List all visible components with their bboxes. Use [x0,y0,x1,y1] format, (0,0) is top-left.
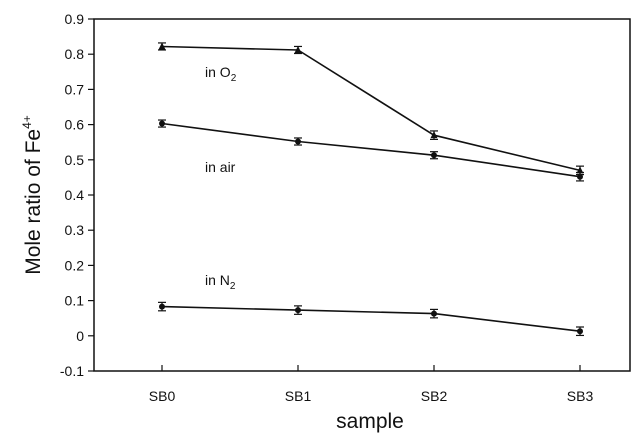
data-point-2-2 [431,310,437,317]
data-point-2-0 [159,303,165,310]
y-tick-label-0: -0.1 [60,363,84,379]
series-line-1 [161,122,581,178]
y-tick-label-1: 0 [76,328,84,344]
data-point-1-3 [577,173,583,180]
x-tick-label-3: SB3 [567,388,594,404]
y-tick-label-7: 0.6 [65,117,85,133]
plot-area-frame [93,18,631,372]
x-axis-ticks: SB0 SB1 SB2 SB3 [149,365,594,404]
x-tick-label-0: SB0 [149,388,176,404]
data-point-0-2 [430,131,438,139]
y-tick-label-2: 0.1 [65,293,85,309]
x-tick-label-2: SB2 [421,388,448,404]
y-tick-label-4: 0.3 [65,222,85,238]
x-tick-label-1: SB1 [285,388,312,404]
y-tick-label-6: 0.5 [65,152,85,168]
series-line-2 [161,305,581,332]
data-point-0-3 [576,166,584,174]
series-line-0 [161,45,581,172]
series-label-air: in air [205,159,236,175]
series-label-o2: in O2 [205,64,237,84]
y-tick-label-10: 0.9 [65,11,85,27]
y-axis-ticks: -0.1 0 0.1 0.2 0.3 0.4 0.5 0.6 0.7 0.8 0.9 [60,11,94,379]
data-point-2-1 [295,307,301,314]
data-point-0-0 [158,42,166,50]
series-label-n2: in N2 [205,272,236,292]
data-point-1-0 [159,120,165,127]
data-point-1-1 [295,138,301,145]
y-tick-label-8: 0.7 [65,81,85,97]
y-axis-title: Mole ratio of Fe4+ [20,115,45,275]
data-point-0-1 [294,45,302,53]
y-tick-label-3: 0.2 [65,257,85,273]
x-axis-title: sample [336,410,404,433]
y-tick-label-9: 0.8 [65,46,85,62]
data-point-1-2 [431,152,437,159]
series-layer [158,42,584,337]
y-tick-label-5: 0.4 [65,187,85,203]
data-point-2-3 [577,328,583,335]
